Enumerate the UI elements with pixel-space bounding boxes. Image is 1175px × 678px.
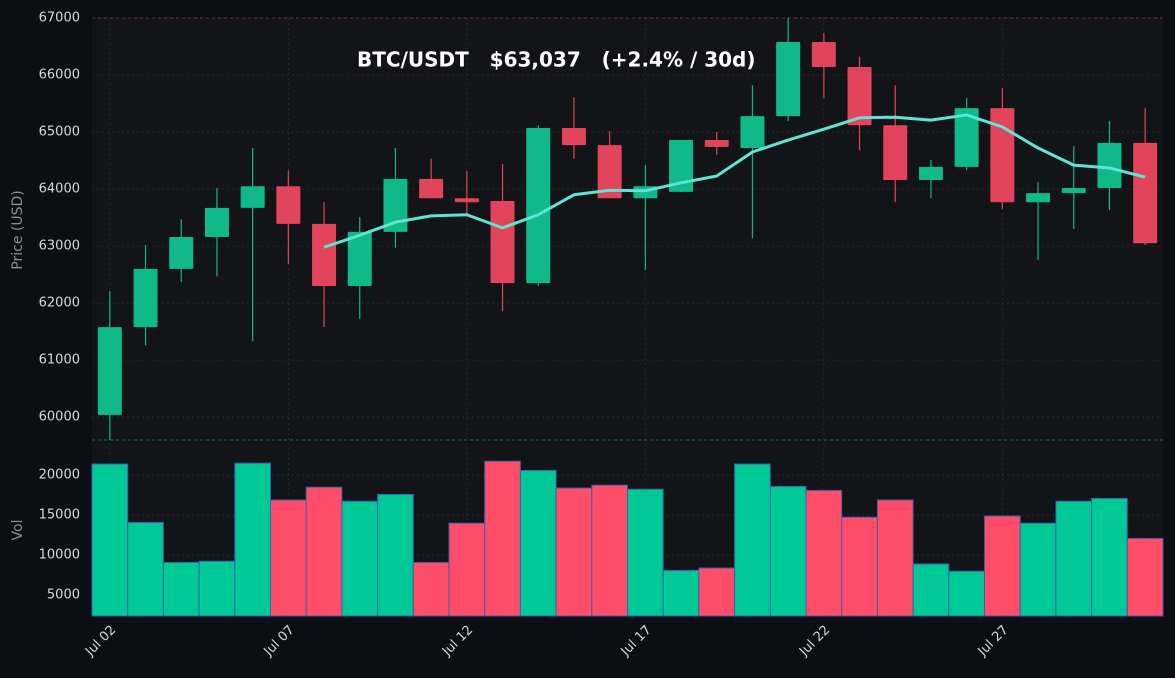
y-axis-label: Price (USD) [10, 190, 26, 269]
volume-bar [876, 499, 914, 617]
volume-bar [948, 570, 985, 617]
volume-bar [555, 487, 593, 617]
volume-bar [305, 486, 343, 617]
x-tick-label: Jul 17 [618, 623, 655, 660]
candle-body [811, 41, 836, 68]
chart-title: BTC/USDT $63,037 (+2.4% / 30d) [357, 48, 756, 72]
volume-bar [91, 463, 129, 617]
candle-body [776, 41, 801, 117]
x-tick-label: Jul 27 [975, 623, 1012, 660]
candle-body [97, 327, 122, 415]
candle-body [276, 186, 301, 224]
candle-body [133, 268, 158, 328]
candle-body [597, 145, 622, 199]
candle-body [383, 178, 408, 232]
volume-bar [162, 561, 200, 617]
volume-bar [412, 561, 450, 617]
moving-average [323, 113, 1146, 249]
volume-bar [448, 522, 486, 617]
volume-bar [841, 516, 878, 617]
candle-body [1061, 187, 1086, 194]
volume-bar [127, 521, 164, 617]
candle-body [204, 207, 229, 237]
candle-body [312, 223, 337, 287]
y-axis-label: Vol [10, 520, 26, 541]
candle-body [490, 201, 515, 284]
y-tick-label: 15000 [39, 508, 80, 523]
volume-bar [591, 484, 628, 617]
candle-body [169, 236, 194, 269]
volume-bar [377, 493, 414, 617]
volume-bar [1126, 537, 1164, 617]
volume-bar [1019, 522, 1057, 617]
volume-bar [1055, 500, 1093, 617]
volume-bar [341, 500, 379, 617]
y-tick-label: 63000 [39, 239, 80, 254]
volume-bar [270, 499, 307, 617]
volume-bar [484, 460, 521, 617]
candle-body [240, 186, 265, 208]
volume-bar [627, 488, 664, 617]
volume-bar [662, 569, 700, 617]
y-tick-label: 67000 [39, 11, 80, 26]
y-tick-label: 60000 [39, 410, 80, 425]
candle-body [347, 231, 372, 287]
x-tick-label: Jul 02 [82, 623, 119, 660]
price-panel [92, 18, 1163, 440]
x-tick-label: Jul 07 [261, 623, 298, 660]
x-tick-label: Jul 22 [796, 623, 833, 660]
candle-body [847, 67, 872, 126]
candle-body [669, 140, 694, 192]
candle-body [419, 178, 444, 199]
volume-bar [698, 567, 736, 617]
candle-body [1097, 142, 1122, 188]
candle-body [954, 108, 979, 167]
volume-bar [234, 462, 272, 617]
y-tick-label: 5000 [47, 588, 80, 603]
candle-body [561, 128, 586, 146]
y-tick-label: 61000 [39, 353, 80, 368]
candle-body [1026, 193, 1051, 203]
volume-bar [805, 489, 843, 617]
y-tick-label: 66000 [39, 68, 80, 83]
volume-bar [734, 463, 771, 617]
candle-body [740, 116, 765, 149]
volume-bar [519, 469, 557, 617]
volume-bar [198, 560, 236, 617]
candle-body [918, 166, 943, 180]
volume-bar [984, 515, 1021, 617]
y-tick-label: 20000 [39, 468, 80, 483]
x-tick-label: Jul 12 [439, 623, 476, 660]
volume-bar [1091, 497, 1128, 617]
candle-body [704, 140, 729, 147]
candle-body [990, 108, 1015, 203]
candle-body [454, 198, 479, 203]
y-tick-label: 10000 [39, 548, 80, 563]
candle-body [526, 128, 551, 284]
y-tick-label: 65000 [39, 125, 80, 140]
volume-bar [769, 485, 807, 617]
candle-body [1133, 142, 1158, 244]
y-tick-label: 62000 [39, 296, 80, 311]
volume-bar [912, 563, 950, 617]
candle-body [883, 125, 908, 180]
y-tick-label: 64000 [39, 182, 80, 197]
